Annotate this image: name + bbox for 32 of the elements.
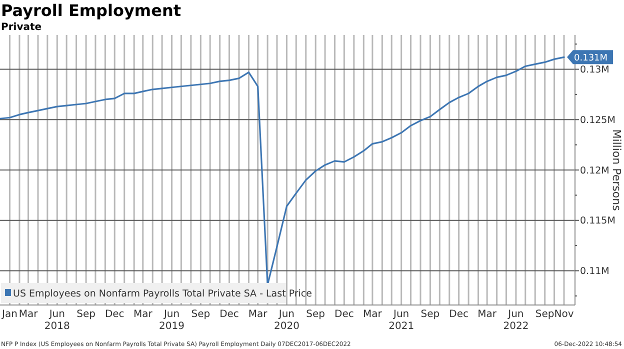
x-tick-label: Sep: [191, 309, 210, 320]
x-tick-label: Dec: [334, 309, 354, 320]
x-tick-label: Jun 2018: [44, 309, 70, 332]
y-tick-label: 0.11M: [580, 266, 610, 278]
x-tick-label: Dec: [220, 309, 239, 320]
chart-title: Payroll Employment: [1, 1, 182, 20]
x-tick-label: Mar: [478, 309, 498, 320]
x-tick-label: Jun 2022: [503, 309, 529, 332]
x-tick-label: Jun 2020: [274, 309, 300, 332]
x-tick-label: Sep: [420, 309, 440, 320]
y-axis-title: Million Persons: [610, 129, 623, 212]
y-tick-label: 0.12M: [580, 165, 610, 176]
x-tick-label: Dec: [449, 309, 468, 320]
x-tick-label: Jan: [1, 309, 18, 320]
x-tick-label: Jun 2021: [388, 309, 414, 332]
y-tick-label: 0.125M: [580, 114, 616, 126]
chart-subtitle: Private: [1, 22, 42, 33]
x-tick-label: Mar: [133, 309, 154, 320]
data-label: 0.131M: [574, 53, 608, 64]
y-tick-label: 0.13M: [580, 64, 610, 76]
x-tick-label: Sep: [76, 309, 96, 320]
x-tick-label: Mar: [18, 309, 39, 320]
x-tick-label: Dec: [104, 309, 124, 320]
x-tick-label: Nov: [554, 309, 574, 320]
x-tick-label: Sep: [535, 309, 554, 320]
y-tick-label: 0.115M: [580, 216, 616, 227]
x-tick-label: Sep: [306, 309, 326, 320]
x-tick-label: Jun 2019: [159, 309, 185, 332]
line-series: [0, 56, 565, 286]
x-tick-label: Mar: [248, 309, 268, 320]
legend-label: US Employees on Nonfarm Payrolls Total Private SA - Last Price: [13, 288, 312, 300]
x-tick-label: Mar: [363, 309, 383, 320]
